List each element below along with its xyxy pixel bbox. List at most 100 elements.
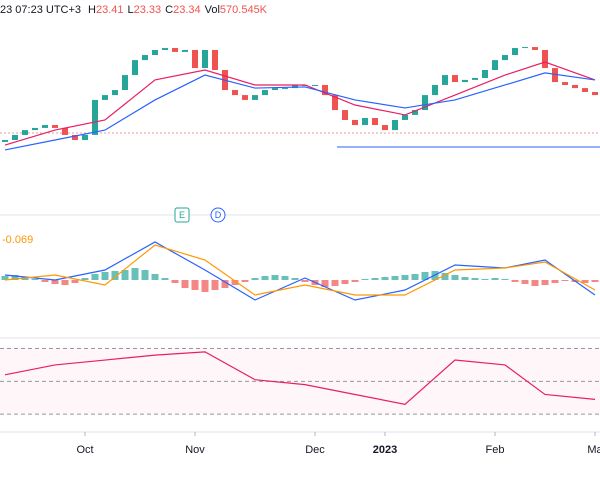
header-time: 23 07:23 UTC+3 (0, 4, 81, 16)
event-badge[interactable] (210, 207, 226, 223)
event-badge[interactable] (174, 207, 190, 223)
candle-body (502, 55, 508, 61)
histogram-bar (551, 280, 559, 283)
candle-body (252, 95, 258, 100)
event-e[interactable]: E (174, 207, 190, 223)
macd-label: -0.069 (2, 234, 33, 246)
candle-body (152, 49, 158, 56)
histogram-bar (381, 277, 389, 280)
histogram-bar (181, 280, 189, 288)
histogram-bar (201, 280, 209, 292)
candle-body (282, 88, 288, 90)
histogram-bar (61, 280, 69, 285)
candle-body (272, 88, 278, 91)
x-tick-label: 2023 (373, 444, 397, 456)
line (4, 244, 596, 296)
candle-body (172, 48, 178, 52)
candle-body (52, 125, 58, 128)
histogram-bar (211, 280, 219, 290)
histogram-bar (361, 279, 369, 280)
candle-body (32, 127, 38, 131)
candle-body (262, 90, 268, 96)
candle-body (532, 47, 538, 50)
histogram-bar (281, 276, 289, 280)
candle-body (432, 84, 438, 96)
candle-body (582, 88, 588, 92)
line (4, 241, 596, 301)
candle-body (512, 48, 518, 56)
candle-body (72, 134, 78, 140)
ohlc-value: 23.34 (173, 4, 201, 16)
histogram-bar (151, 274, 159, 280)
histogram-bar (371, 278, 379, 280)
histogram-bar (441, 273, 449, 280)
histogram-bar (351, 280, 359, 282)
candle-body (2, 140, 8, 142)
ohlc-label: C (165, 4, 173, 16)
histogram-bar (171, 280, 179, 283)
candle-body (452, 75, 458, 83)
histogram-bar (251, 278, 259, 280)
candle-body (562, 82, 568, 85)
candle-body (462, 79, 468, 83)
histogram-bar (461, 277, 469, 280)
histogram-bar (491, 278, 499, 280)
histogram-bar (501, 279, 509, 280)
histogram-bar (51, 280, 59, 284)
histogram-bar (261, 276, 269, 280)
candle-body (192, 49, 198, 69)
histogram-bar (411, 274, 419, 280)
candle-body (232, 90, 238, 96)
x-tick-label: Nov (185, 444, 205, 456)
candle-body (102, 95, 108, 100)
candle-body (472, 77, 478, 80)
candle-body (422, 95, 428, 111)
candle-body (92, 99, 98, 135)
histogram-bar (481, 279, 489, 280)
histogram-bar (121, 270, 129, 280)
candle-body (372, 118, 378, 126)
x-tick-label: Oct (76, 444, 93, 456)
histogram-bar (401, 275, 409, 280)
line (4, 61, 596, 146)
candle-body (352, 119, 358, 126)
histogram-bar (1, 276, 9, 280)
x-tick-label: Feb (486, 444, 505, 456)
candle-body (442, 75, 448, 85)
candle-body (362, 118, 368, 126)
histogram-bar (291, 278, 299, 280)
candle-body (332, 95, 338, 111)
candle-body (292, 84, 298, 89)
event-label[interactable]: E (179, 210, 185, 220)
candle-body (62, 127, 68, 135)
candle-body (242, 95, 248, 100)
line (4, 72, 596, 151)
histogram-bar (511, 280, 519, 282)
histogram-bar (221, 280, 229, 288)
candle-body (132, 60, 138, 76)
candle-body (182, 49, 188, 52)
candle-body (542, 49, 548, 69)
histogram-bar (561, 280, 569, 281)
histogram-bar (541, 280, 549, 285)
candle-body (202, 49, 208, 69)
line (4, 351, 596, 405)
x-tick-label: Ma (587, 444, 600, 456)
histogram-bar (341, 280, 349, 284)
event-d[interactable]: D (210, 207, 226, 223)
histogram-bar (161, 278, 169, 280)
histogram-bar (531, 280, 539, 286)
candle-body (12, 134, 18, 140)
ohlc-value: 570.545K (220, 4, 268, 16)
event-label[interactable]: D (215, 210, 222, 220)
histogram-bar (81, 278, 89, 280)
rsi-band (0, 348, 600, 415)
histogram-bar (591, 280, 599, 282)
candle-body (382, 125, 388, 131)
candle-body (122, 75, 128, 91)
candle-body (112, 90, 118, 96)
histogram-bar (141, 270, 149, 280)
candle-body (142, 55, 148, 61)
ohlc-value: 23.41 (96, 4, 124, 16)
